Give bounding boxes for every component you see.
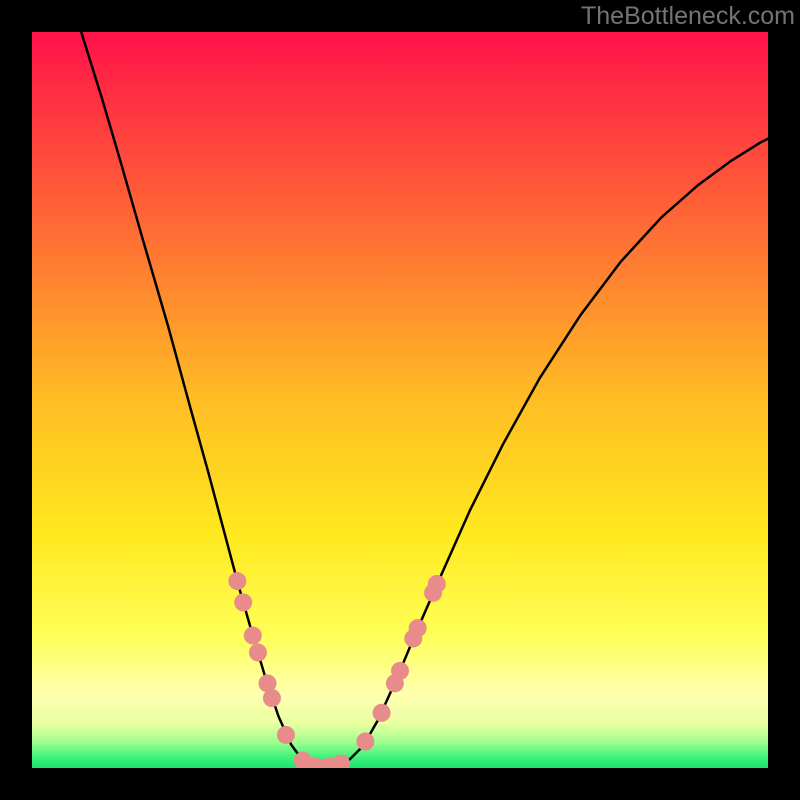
bottleneck-curve-chart — [0, 0, 800, 800]
data-marker — [277, 726, 295, 744]
data-marker — [391, 662, 409, 680]
data-marker — [409, 619, 427, 637]
data-marker — [356, 733, 374, 751]
watermark-label: TheBottleneck.com — [581, 2, 795, 31]
data-marker — [373, 704, 391, 722]
figure-root: TheBottleneck.com — [0, 0, 800, 800]
plot-background — [32, 32, 768, 768]
data-marker — [428, 575, 446, 593]
data-marker — [332, 755, 350, 773]
data-marker — [234, 593, 252, 611]
data-marker — [263, 689, 281, 707]
data-marker — [249, 643, 267, 661]
data-marker — [244, 627, 262, 645]
data-marker — [228, 572, 246, 590]
